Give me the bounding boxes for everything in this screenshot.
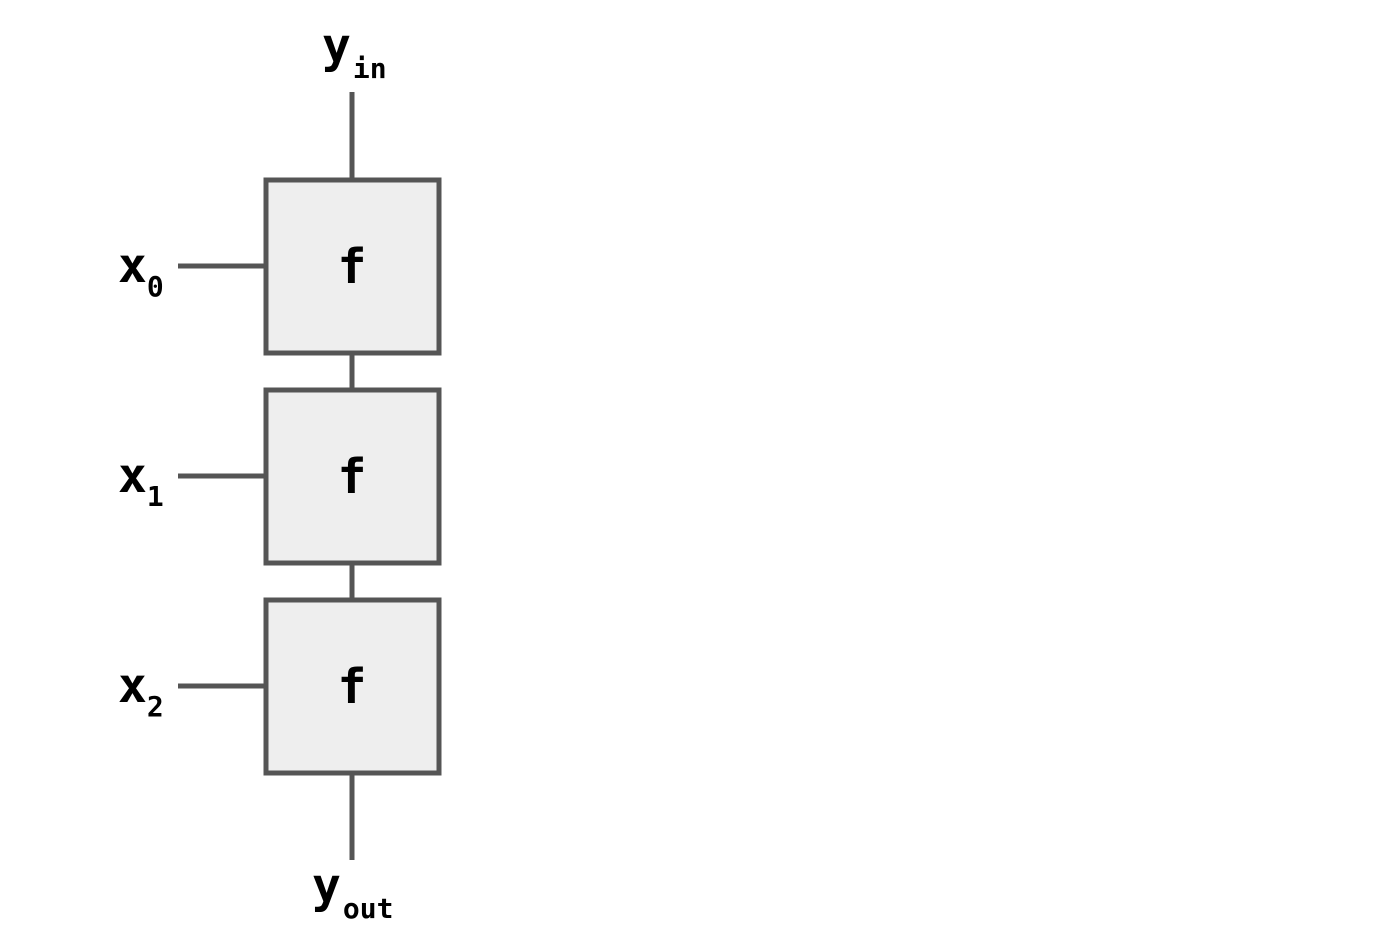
- function-block-1: [263, 387, 442, 566]
- label-y-out: yout: [312, 858, 393, 925]
- function-block-0: [263, 177, 442, 356]
- function-block-0-label: f: [338, 239, 367, 295]
- label-x1-sub: 1: [147, 480, 164, 513]
- label-y-in-base: y: [322, 18, 351, 74]
- label-x0: x0: [118, 238, 164, 303]
- function-block-2-label: f: [338, 659, 367, 715]
- label-x0-sub: 0: [147, 270, 164, 303]
- label-x1-base: x: [118, 448, 147, 504]
- label-y-in-sub: in: [353, 52, 387, 85]
- label-x0-base: x: [118, 238, 147, 294]
- label-x2: x2: [118, 658, 164, 723]
- function-block-2: [263, 597, 442, 776]
- function-block-1-label: f: [338, 449, 367, 505]
- label-x1: x1: [118, 448, 164, 513]
- label-y-out-sub: out: [343, 892, 394, 925]
- label-y-out-base: y: [312, 858, 341, 914]
- label-y-in: yin: [322, 18, 387, 85]
- label-x2-sub: 2: [147, 690, 164, 723]
- label-x2-base: x: [118, 658, 147, 714]
